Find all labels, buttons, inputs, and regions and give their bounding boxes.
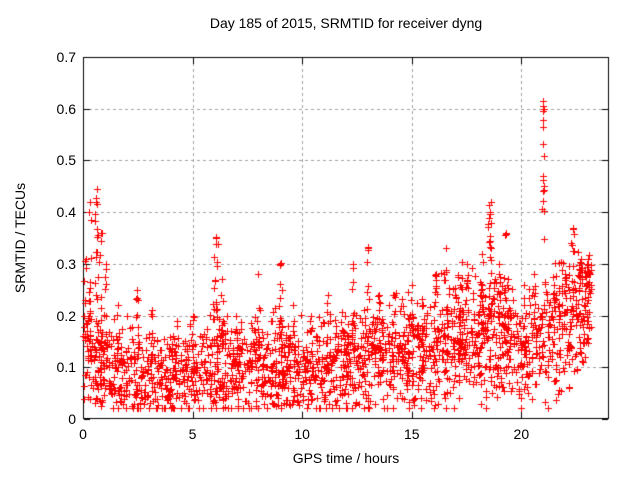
y-tick-label: 0.3 — [56, 255, 76, 272]
x-axis-label: GPS time / hours — [292, 450, 400, 466]
chart-title: Day 185 of 2015, SRMTID for receiver dyn… — [209, 15, 483, 31]
y-tick-label: 0.2 — [56, 307, 76, 324]
y-tick-label: 0.1 — [56, 359, 76, 376]
x-tick-label: 0 — [79, 426, 87, 442]
y-tick-label: 0.4 — [56, 204, 76, 221]
y-tick-label: 0 — [68, 411, 76, 427]
x-tick-label: 15 — [403, 426, 420, 442]
x-tick-label: 20 — [513, 426, 530, 442]
y-axis-label: SRMTID / TECUs — [12, 182, 28, 294]
x-tick-label: 10 — [294, 426, 310, 442]
x-tick-label: 5 — [188, 426, 197, 442]
y-tick-label: 0.5 — [56, 152, 76, 169]
y-tick-label: 0.6 — [56, 100, 76, 117]
y-tick-label: 0.7 — [56, 49, 76, 65]
